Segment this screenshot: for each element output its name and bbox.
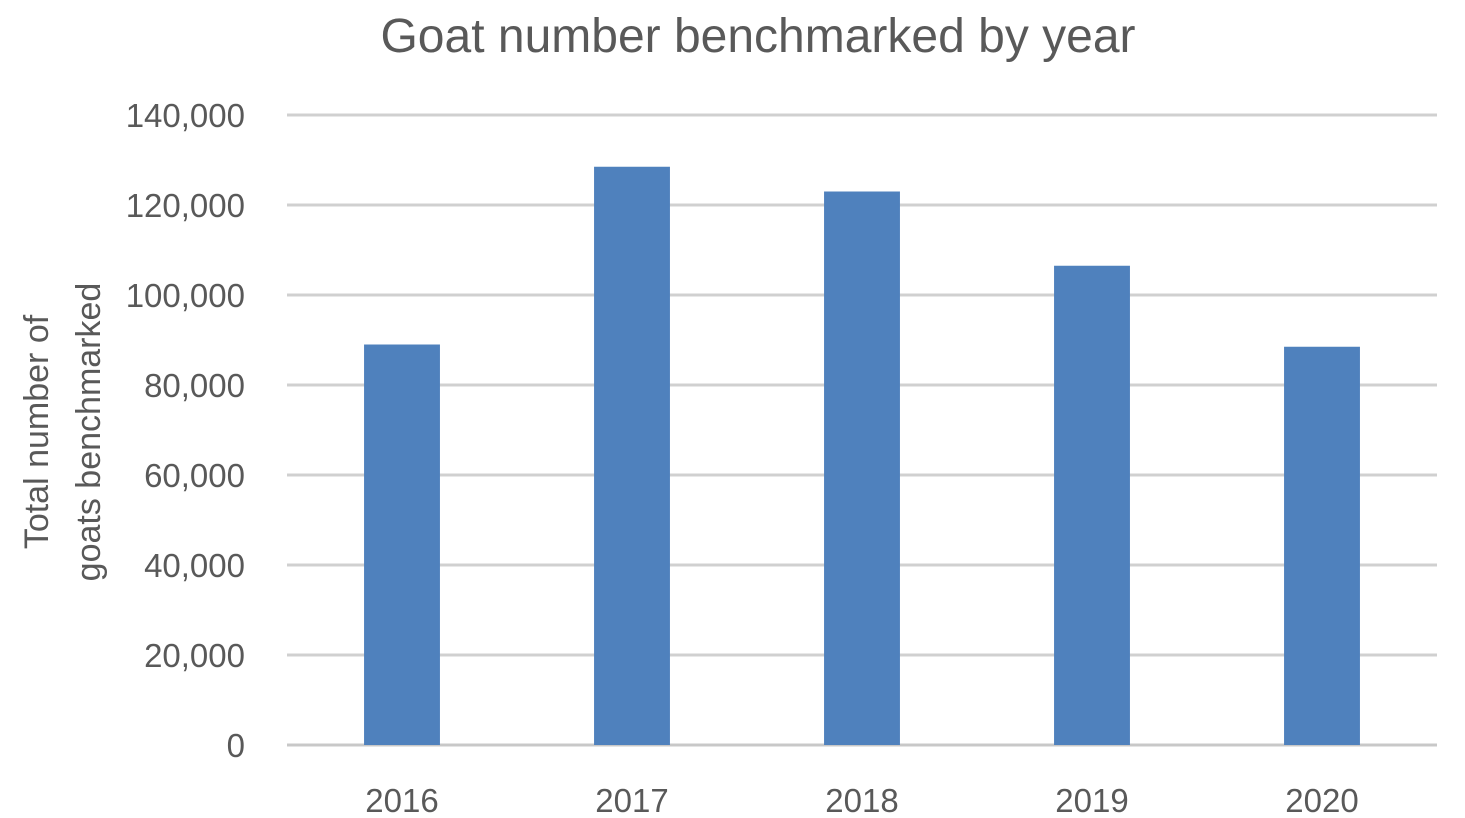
x-tick-label: 2017: [595, 782, 668, 818]
y-tick-label: 20,000: [144, 637, 245, 674]
y-tick-label: 40,000: [144, 547, 245, 584]
bar-2016: [364, 344, 440, 745]
y-axis-title-line-1: Total number of: [18, 314, 56, 549]
x-tick-label: 2018: [825, 782, 898, 818]
y-tick-label: 60,000: [144, 457, 245, 494]
bar-2020: [1284, 346, 1360, 745]
y-tick-label: 0: [227, 727, 245, 764]
chart-title: Goat number benchmarked by year: [380, 10, 1135, 63]
x-axis-ticks: 2016 2017 2018 2019 2020: [365, 782, 1358, 818]
bar-2019: [1054, 265, 1130, 745]
x-tick-label: 2019: [1055, 782, 1128, 818]
y-axis-title-line-2: goats benchmarked: [70, 283, 108, 582]
bar-2018: [824, 191, 900, 745]
x-tick-label: 2016: [365, 782, 438, 818]
y-tick-label: 120,000: [126, 187, 245, 224]
y-axis-ticks: 0 20,000 40,000 60,000 80,000 100,000 120,000 1…: [126, 97, 245, 764]
bars: [364, 166, 1360, 745]
bar-2017: [594, 166, 670, 745]
y-tick-label: 80,000: [144, 367, 245, 404]
y-tick-label: 140,000: [126, 97, 245, 134]
x-tick-label: 2020: [1285, 782, 1358, 818]
y-axis-title: Total number of goats benchmarked: [18, 283, 108, 582]
y-tick-label: 100,000: [126, 277, 245, 314]
